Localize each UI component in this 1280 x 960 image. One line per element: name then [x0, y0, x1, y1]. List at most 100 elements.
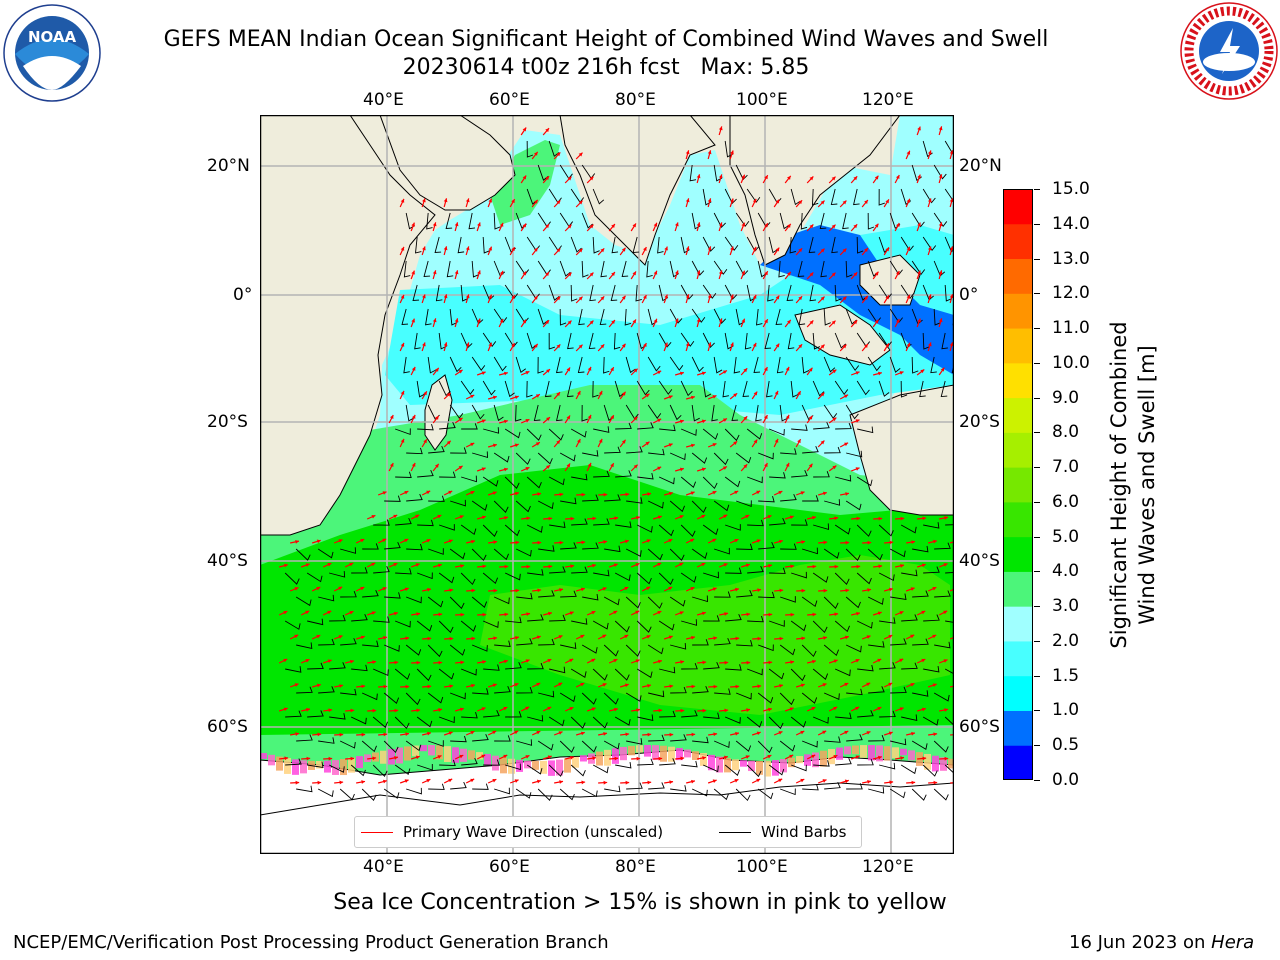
wind-barb [813, 523, 830, 531]
wind-barb [681, 710, 698, 718]
wave-arrow-head [864, 200, 868, 204]
wave-arrow-head [752, 294, 757, 299]
wind-barb [450, 781, 467, 790]
wind-barb [548, 476, 565, 486]
wave-arrow-head [327, 610, 332, 615]
wind-barb [923, 522, 940, 529]
wind-barb [776, 356, 784, 374]
wave-arrow-head [393, 562, 398, 567]
wind-barb [758, 495, 775, 503]
wind-barb [295, 596, 312, 607]
wind-barb [791, 469, 808, 478]
sea-ice-cell [852, 745, 859, 755]
wind-barb [944, 668, 954, 675]
sea-ice-cell [292, 759, 299, 775]
wave-arrow-head [488, 294, 492, 299]
wave-arrow-head [435, 367, 439, 372]
wave-arrow-head [707, 294, 712, 299]
wave-arrow-head [653, 318, 658, 323]
wind-barb [445, 212, 453, 229]
colorbar-tick-label: 5.0 [1052, 526, 1080, 547]
wave-arrow-head [438, 612, 443, 617]
wind-barb [373, 565, 390, 574]
wave-arrow-head [443, 246, 448, 251]
wind-barb [680, 572, 697, 583]
wave-arrow-head [449, 588, 454, 593]
wave-arrow-head [812, 515, 816, 520]
wind-barb [494, 685, 511, 694]
sea-ice-cell [948, 758, 954, 769]
wave-arrow-head [589, 224, 594, 229]
wave-arrow-head [701, 514, 706, 519]
wind-barb [824, 736, 841, 743]
wave-arrow-head [820, 392, 825, 397]
wind-barb [746, 428, 763, 440]
wave-arrow-head [591, 707, 596, 711]
wave-arrow-head [885, 199, 889, 204]
wind-barb [577, 356, 585, 374]
colorbar-tick-mark [1034, 467, 1040, 469]
wave-arrow-head [833, 755, 838, 759]
wave-arrow-head [470, 491, 475, 495]
wind-barb [702, 380, 712, 398]
wave-arrow-head [764, 271, 768, 276]
wind-barb [835, 474, 852, 482]
wave-arrow-head [921, 658, 926, 663]
wave-arrow-head [371, 562, 376, 567]
wind-barb [648, 734, 665, 742]
wind-barb [801, 692, 818, 704]
wave-arrow-head [394, 755, 398, 760]
wave-arrow-head [503, 754, 508, 759]
wind-barb [592, 620, 609, 630]
wave-arrow-head [864, 296, 868, 300]
wind-barb [626, 782, 643, 790]
wave-arrow-head [624, 586, 629, 591]
wave-arrow-head [658, 708, 663, 713]
wave-arrow-head [801, 588, 806, 593]
wind-barb [933, 212, 948, 227]
wave-arrow-head [383, 732, 388, 737]
wind-barb [494, 640, 511, 647]
wave-arrow-head [867, 540, 872, 545]
wave-arrow-head [360, 586, 365, 591]
wave-arrow-head [895, 223, 900, 228]
wind-barb [604, 446, 621, 454]
wave-arrow-head [856, 516, 861, 521]
wave-arrow-head [834, 516, 839, 521]
wind-barb [567, 332, 574, 350]
wind-barb [923, 665, 940, 673]
wave-arrow-head [745, 563, 750, 568]
wave-arrow-head [933, 539, 937, 544]
wave-arrow-head [488, 198, 492, 203]
wave-arrow-head [558, 731, 563, 735]
wind-barb [460, 284, 469, 302]
wind-barb [912, 638, 929, 646]
wind-barb [702, 524, 719, 536]
sea-ice-cell [380, 750, 387, 764]
wave-arrow-head [917, 126, 921, 131]
wind-barb [911, 740, 928, 750]
wave-arrow-head [416, 708, 421, 713]
wave-arrow-head [482, 612, 487, 617]
wave-arrow-head [938, 126, 943, 131]
wave-arrow-head [416, 660, 421, 665]
wind-barb [647, 596, 663, 609]
colorbar-band [1003, 606, 1033, 642]
wind-barb [471, 596, 488, 608]
wind-barb [823, 596, 839, 610]
wind-barb [670, 643, 687, 650]
lon-tick-top-120e: 120°E [862, 90, 914, 110]
sea-ice-cell [356, 756, 363, 769]
wave-arrow-head [712, 779, 717, 784]
map-legend: Primary Wave Direction (unscaled) Wind B… [354, 816, 862, 848]
wind-barb [406, 447, 423, 455]
wave-arrow-head [415, 563, 420, 567]
wave-arrow-head [602, 587, 607, 591]
wind-barb [813, 760, 830, 767]
wave-arrow-head [515, 540, 520, 545]
wind-barb [548, 716, 565, 727]
wave-arrow-head [492, 683, 497, 688]
wave-arrow-head [305, 563, 310, 567]
wind-barb [856, 236, 864, 254]
wave-arrow-head [556, 152, 561, 157]
